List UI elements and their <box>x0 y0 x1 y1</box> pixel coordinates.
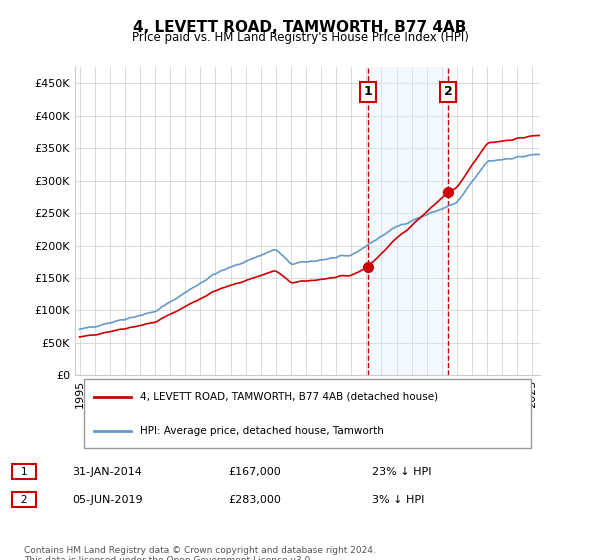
Text: 31-JAN-2014: 31-JAN-2014 <box>72 466 142 477</box>
Bar <box>368 67 448 375</box>
Text: Contains HM Land Registry data © Crown copyright and database right 2024.
This d: Contains HM Land Registry data © Crown c… <box>24 546 376 560</box>
Text: 4, LEVETT ROAD, TAMWORTH, B77 4AB: 4, LEVETT ROAD, TAMWORTH, B77 4AB <box>133 20 467 35</box>
Text: 2: 2 <box>14 494 34 505</box>
Text: 23% ↓ HPI: 23% ↓ HPI <box>372 466 431 477</box>
Text: 05-JUN-2019: 05-JUN-2019 <box>72 494 143 505</box>
Text: £283,000: £283,000 <box>228 494 281 505</box>
Text: Price paid vs. HM Land Registry's House Price Index (HPI): Price paid vs. HM Land Registry's House … <box>131 31 469 44</box>
Text: HPI: Average price, detached house, Tamworth: HPI: Average price, detached house, Tamw… <box>140 426 384 436</box>
Text: 3% ↓ HPI: 3% ↓ HPI <box>372 494 424 505</box>
FancyBboxPatch shape <box>84 379 531 449</box>
Text: 1: 1 <box>14 466 34 477</box>
Text: 1: 1 <box>363 85 372 99</box>
Text: 4, LEVETT ROAD, TAMWORTH, B77 4AB (detached house): 4, LEVETT ROAD, TAMWORTH, B77 4AB (detac… <box>140 392 438 402</box>
Text: 2: 2 <box>444 85 452 99</box>
Text: £167,000: £167,000 <box>228 466 281 477</box>
